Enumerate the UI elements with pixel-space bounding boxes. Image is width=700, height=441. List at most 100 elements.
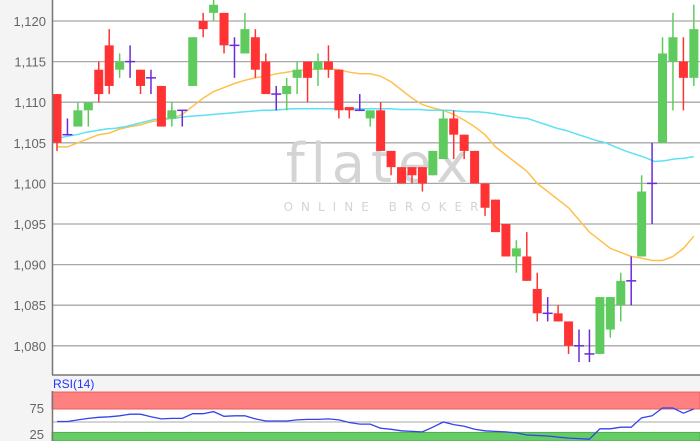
candle <box>115 53 125 78</box>
candle-body <box>282 85 292 95</box>
y-tick-label: 1,080 <box>13 339 46 354</box>
candle <box>177 109 188 127</box>
candle <box>438 110 448 160</box>
candle-body <box>250 37 260 70</box>
rsi-tick-label: 25 <box>30 427 44 441</box>
candle <box>689 4 699 86</box>
candle <box>313 53 323 86</box>
y-axis: 1,080 1,085 1,090 1,095 1,100 1,105 1,110 1,115… <box>13 14 46 354</box>
candle-body <box>490 199 500 233</box>
candle-body <box>438 118 448 160</box>
candle <box>83 102 93 127</box>
y-tick-label: 1,115 <box>14 55 46 70</box>
candle <box>219 12 229 54</box>
candle-body <box>637 191 647 257</box>
candle <box>459 134 469 160</box>
candle <box>73 102 83 127</box>
candle <box>678 37 688 111</box>
watermark-tagline: ONLINE BROKER <box>284 200 487 214</box>
y-tick-label: 1,090 <box>13 258 46 273</box>
candle <box>52 94 62 151</box>
candle <box>522 232 532 281</box>
candle <box>156 85 166 127</box>
oversold-band <box>51 431 700 441</box>
candle <box>470 150 480 184</box>
y-tick-label: 1,095 <box>13 217 46 232</box>
candle-body <box>532 288 542 314</box>
candle <box>417 167 427 192</box>
candle-body <box>658 53 668 143</box>
candle <box>240 12 250 54</box>
candle <box>668 12 678 111</box>
candle-body <box>616 280 626 306</box>
candle-body <box>407 167 417 176</box>
candle <box>188 37 198 86</box>
candle <box>595 297 605 354</box>
candle <box>198 12 208 38</box>
candle-body <box>198 21 208 30</box>
grid-lines <box>52 20 700 347</box>
candle <box>626 256 637 306</box>
y-tick-label: 1,120 <box>13 14 46 29</box>
plot-background <box>52 0 700 375</box>
candle-body <box>480 183 490 208</box>
candle <box>136 69 146 95</box>
y-tick-label: 1,110 <box>14 95 46 110</box>
candle-body <box>209 4 219 13</box>
candle <box>282 77 292 111</box>
candle-body <box>52 94 62 143</box>
candle-body <box>219 12 229 46</box>
rsi-tick-label: 75 <box>30 401 44 416</box>
candle-body <box>83 102 93 111</box>
candle <box>167 102 177 127</box>
candle <box>104 29 114 95</box>
candle-body <box>689 29 699 78</box>
candle <box>564 321 574 354</box>
candle <box>344 107 354 119</box>
candle <box>511 240 521 273</box>
candle-body <box>115 61 125 70</box>
candle-body <box>104 45 114 86</box>
candle-body <box>261 61 271 95</box>
candle-body <box>564 321 574 346</box>
candle-body <box>376 110 386 151</box>
candle-body <box>397 167 407 184</box>
candle <box>449 110 459 160</box>
candle-body <box>605 297 615 330</box>
candle-body <box>668 37 678 62</box>
candle-body <box>428 150 438 176</box>
candle <box>145 69 156 95</box>
candle-body <box>313 61 323 70</box>
rsi-line <box>57 407 695 440</box>
candle-body <box>365 110 375 119</box>
candle-body <box>459 134 469 151</box>
candle <box>574 329 584 363</box>
candle <box>428 150 438 176</box>
candle <box>229 37 240 78</box>
candle-body <box>323 61 333 70</box>
candle-body <box>303 61 313 78</box>
candle <box>334 69 344 119</box>
candle <box>407 167 417 184</box>
candle-body <box>73 110 83 127</box>
candle <box>376 102 386 151</box>
candle-body <box>522 256 532 281</box>
candle <box>209 0 219 21</box>
candle <box>303 61 313 103</box>
candle <box>292 61 302 95</box>
candle <box>397 167 407 184</box>
candle <box>94 61 104 103</box>
candles <box>52 0 699 363</box>
candle-body <box>334 69 344 111</box>
candle <box>658 37 668 143</box>
candle <box>125 45 136 78</box>
candle <box>647 142 658 224</box>
candle <box>532 272 542 322</box>
candle-body <box>188 37 198 86</box>
candle-body <box>511 248 521 257</box>
candle <box>365 110 375 127</box>
candle <box>542 297 553 322</box>
candle-body <box>595 297 605 354</box>
candle <box>616 272 626 322</box>
